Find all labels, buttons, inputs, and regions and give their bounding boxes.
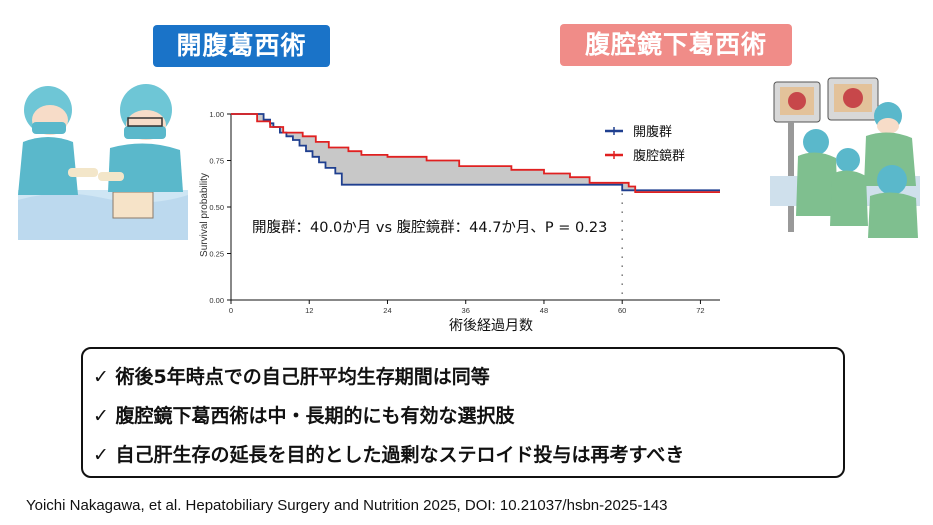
x-tick-label: 48 xyxy=(540,306,548,315)
summary-line-1: ✓ 術後5年時点での自己肝平均生存期間は同等 xyxy=(93,362,490,389)
summary-text-3: 自己肝生存の延長を目的とした過剰なステロイド投与は再考すべき xyxy=(115,444,685,466)
y-tick-label: 0.50 xyxy=(209,203,224,212)
y-tick-label: 0.75 xyxy=(209,157,224,166)
x-tick-label: 72 xyxy=(696,306,704,315)
open-surgery-title: 開腹葛西術 xyxy=(153,25,330,67)
x-tick-label: 24 xyxy=(383,306,391,315)
laparoscopic-surgery-illustration xyxy=(770,76,920,238)
x-tick-label: 12 xyxy=(305,306,313,315)
x-axis-label: 術後経過月数 xyxy=(449,318,533,334)
laparoscopic-curve xyxy=(231,113,720,193)
x-tick-label: 36 xyxy=(462,306,470,315)
check-icon: ✓ xyxy=(93,444,109,466)
summary-box: ✓ 術後5年時点での自己肝平均生存期間は同等 ✓ 腹腔鏡下葛西術は中・長期的にも… xyxy=(81,347,845,478)
y-tick-label: 1.00 xyxy=(209,110,224,119)
open-surgery-illustration xyxy=(18,84,188,240)
y-axis-label: Survival probability xyxy=(199,173,210,257)
y-tick-label: 0.00 xyxy=(209,296,224,305)
survival-chart: 0.00 0.25 0.50 0.75 1.00 0 12 24 36 48 60 72 開腹群：40… xyxy=(199,110,720,334)
summary-text-2: 腹腔鏡下葛西術は中・長期的にも有効な選択肢 xyxy=(115,405,515,427)
legend-label-lap: 腹腔鏡群 xyxy=(633,148,685,164)
check-icon: ✓ xyxy=(93,405,109,427)
laparoscopic-surgery-title: 腹腔鏡下葛西術 xyxy=(560,24,792,66)
y-tick-label: 0.25 xyxy=(209,250,224,259)
difference-band xyxy=(231,114,720,193)
check-icon: ✓ xyxy=(93,366,109,388)
summary-text-1: 術後5年時点での自己肝平均生存期間は同等 xyxy=(115,366,490,388)
chart-annotation: 開腹群：40.0か月 vs 腹腔鏡群：44.7か月、P = 0.23 xyxy=(252,219,607,236)
x-tick-label: 0 xyxy=(229,306,233,315)
citation: Yoichi Nakagawa, et al. Hepatobiliary Su… xyxy=(26,497,668,514)
summary-line-3: ✓ 自己肝生存の延長を目的とした過剰なステロイド投与は再考すべき xyxy=(93,440,684,467)
legend-label-open: 開腹群 xyxy=(633,124,672,140)
x-tick-label: 60 xyxy=(618,306,626,315)
summary-line-2: ✓ 腹腔鏡下葛西術は中・長期的にも有効な選択肢 xyxy=(93,401,515,428)
